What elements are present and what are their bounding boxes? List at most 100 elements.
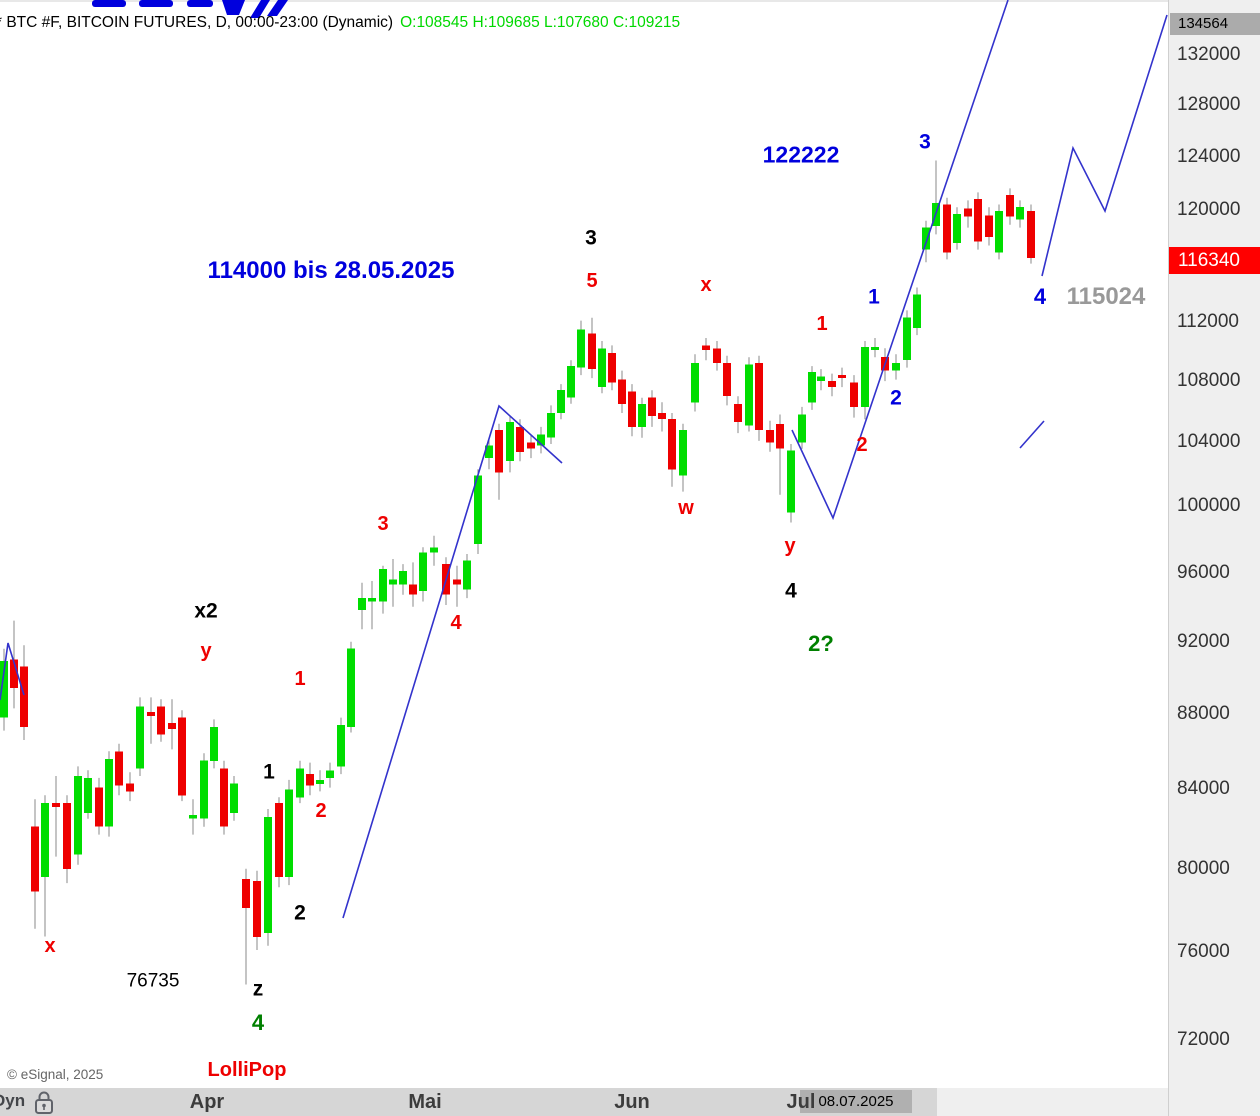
candlestick [506,416,514,473]
price-tick-label: 108000 [1177,370,1241,392]
candle-body [817,376,825,382]
candle-body [776,423,784,449]
price-tick-label: 132000 [1177,44,1241,65]
trend-line[interactable] [342,404,563,919]
chart-annotation: 5 [586,270,598,292]
price-tick-label: 100000 [1177,495,1241,517]
candlestick [516,419,524,462]
dyn-mode-button[interactable]: Dyn [0,1091,26,1110]
candlestick [658,402,666,432]
candlestick [126,772,134,802]
candlestick [326,762,334,788]
price-tick-label: 104000 [1177,431,1241,453]
candlestick [668,413,676,487]
candlestick [84,770,92,819]
candle-body [168,723,176,729]
candlestick [495,423,503,500]
candlestick [871,338,879,358]
chart-plot-area[interactable]: 114000 bis 28.05.2025 122222 3 1 2 4 115024 3 x2… [0,0,1168,1088]
candle-body [618,379,626,404]
trend-line[interactable] [0,642,25,701]
candle-body [766,430,774,443]
chart-annotation: 1 [868,285,880,309]
price-tick-label: 80000 [1177,857,1230,879]
time-axis[interactable]: Dyn 08.07.2025 Apr Mai Jun Jul [0,1088,1168,1116]
candlestick [275,797,283,888]
candlestick [985,207,993,246]
candlestick [648,390,656,427]
candle-body [126,783,134,792]
lock-icon[interactable] [33,1090,55,1115]
trend-line[interactable] [1019,420,1045,449]
candlestick [296,760,304,804]
candlestick [253,870,261,950]
chart-annotation: x [44,935,56,957]
price-axis[interactable]: 134564 116340 132000 128000 124000 120000 11… [1168,0,1260,1116]
candlestick [105,751,113,837]
candle-body [485,445,493,459]
candlestick [598,341,606,394]
chart-annotation: 1 [263,760,275,784]
candle-body [903,317,911,361]
candle-body [10,659,18,689]
candlestick [577,320,585,376]
candle-body [316,779,324,784]
candlestick [399,564,407,595]
candlestick [136,697,144,776]
candlestick [474,469,482,554]
candlestick [838,367,846,388]
candle-body [389,579,397,585]
chart-annotation: 3 [919,130,931,154]
candlestick [588,317,596,379]
candlestick [316,770,324,792]
masthead-fragment [92,0,126,7]
month-label-jul: Jul [786,1091,816,1113]
candlestick [41,795,49,937]
candle-body [577,329,585,368]
candle-body [745,364,753,426]
candlestick [995,204,1003,260]
trend-line[interactable] [791,0,1009,521]
candlestick [31,799,39,929]
candle-body [964,208,972,217]
candlestick [547,405,555,444]
chart-annotation: y [200,640,212,662]
candlestick [430,535,438,566]
candle-body [913,294,921,328]
esignal-copyright: © eSignal, 2025 [7,1067,104,1082]
candlestick [306,762,314,796]
month-label-apr: Apr [189,1091,225,1113]
candlestick [485,437,493,470]
candle-body [850,382,858,407]
candle-body [453,579,461,585]
candlestick [943,197,951,260]
candle-body [974,199,982,242]
trend-line[interactable] [1041,14,1168,277]
price-tick-label: 112000 [1177,311,1239,332]
candlestick [913,287,921,336]
chart-annotation: 2 [856,434,868,456]
candle-body [84,777,92,813]
candle-body [337,725,345,767]
price-tick-label: 88000 [1177,702,1230,724]
candlestick [52,776,60,857]
month-label-mai: Mai [408,1091,442,1113]
candlestick-chart[interactable] [0,0,1168,1088]
chart-annotation: 2 [294,901,306,925]
candlestick [798,406,806,449]
candlestick [755,355,763,441]
candlestick [734,396,742,434]
chart-annotation: y [784,535,796,557]
candlestick [358,582,366,630]
candlestick [337,717,345,775]
candlestick [527,434,535,459]
chart-annotation: LolliPop [207,1059,287,1081]
candle-body [200,760,208,819]
candlestick [453,565,461,607]
candle-body [691,363,699,403]
candlestick [200,753,208,827]
chart-annotation: 4 [251,1010,265,1035]
candlestick [903,310,911,368]
candle-body [828,381,836,388]
